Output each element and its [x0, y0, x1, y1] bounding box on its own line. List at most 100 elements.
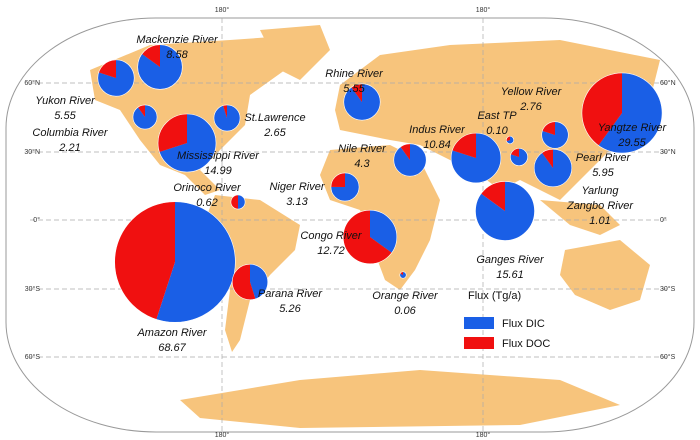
lat-label: 60°S	[660, 353, 676, 361]
pie-size	[330, 172, 360, 202]
river-name: Yarlung	[581, 185, 619, 197]
flux-label: 0.10	[486, 125, 508, 137]
flux-label: 0.62	[196, 197, 217, 209]
pie-size	[475, 181, 535, 241]
river-name: Orange River	[372, 290, 439, 302]
flux-label: 29.55	[617, 137, 646, 149]
australia	[560, 240, 650, 310]
pie-doc	[230, 194, 238, 210]
pie-doc	[114, 201, 175, 320]
flux-label: 5.26	[279, 303, 301, 315]
river-name: East TP	[477, 110, 517, 122]
pie-dic	[393, 143, 427, 177]
pie-size	[342, 209, 398, 265]
river-name: Nile River	[338, 143, 387, 155]
river-name: Mississippi River	[177, 150, 260, 162]
flux-label: 5.55	[343, 83, 365, 95]
lat-label: 60°N	[660, 79, 676, 87]
pie-doc	[542, 121, 555, 135]
lon-label: 180°	[476, 6, 491, 14]
river-name: Pearl River	[576, 152, 632, 164]
river-name: Rhine River	[325, 68, 384, 80]
pie-doc	[98, 59, 116, 78]
pie-size	[505, 135, 515, 145]
flux-label: 8.58	[166, 49, 188, 61]
river-pies: Mackenzie River 8.58 Yukon River 5.55 Columb…	[32, 34, 667, 354]
pie-doc	[581, 72, 622, 146]
lon-label: 180°	[215, 431, 230, 439]
pie-size	[231, 263, 269, 301]
pie-size	[137, 44, 183, 90]
pie-dic	[506, 136, 514, 144]
lat-label: 30°N	[24, 148, 40, 156]
flux-label: 2.76	[519, 101, 542, 113]
pie-size	[450, 132, 502, 184]
pie-dic	[238, 194, 246, 210]
legend-label: Flux DOC	[502, 338, 550, 350]
pie-dic	[213, 104, 241, 132]
pie-doc	[542, 149, 553, 168]
river-name: Yangtze River	[598, 122, 668, 134]
pie-doc	[481, 181, 505, 211]
pie-size	[510, 148, 528, 166]
greenland	[260, 25, 330, 80]
legend-title: Flux (Tg/a)	[468, 290, 521, 302]
river-name: Yellow River	[501, 86, 563, 98]
legend-label: Flux DIC	[502, 318, 545, 330]
lat-label: 60°N	[24, 79, 40, 87]
lat-label: 30°N	[660, 148, 676, 156]
river-name: Zangbo River	[566, 200, 634, 212]
flux-label: 5.55	[54, 110, 76, 122]
antarctica	[180, 370, 620, 428]
pie-size	[581, 72, 663, 154]
lat-label: 30°S	[660, 285, 676, 293]
lat-label: 60°S	[25, 353, 41, 361]
river-name: Orinoco River	[173, 182, 242, 194]
legend-swatch	[464, 317, 494, 329]
pie-doc	[141, 44, 160, 67]
flux-label: 4.3	[354, 158, 370, 170]
flux-label: 0.06	[394, 305, 416, 317]
river-name: Niger River	[269, 181, 325, 193]
flux-label: 15.61	[496, 269, 524, 281]
eurasia	[335, 40, 660, 200]
flux-label: 14.99	[204, 165, 232, 177]
pie-doc	[400, 143, 410, 160]
pie-dic	[250, 264, 268, 299]
legend: Flux (Tg/a) Flux DIC Flux DOC	[464, 290, 550, 350]
pie-size	[393, 143, 427, 177]
pie-size	[230, 194, 246, 210]
pie-size	[97, 59, 135, 97]
river-name: Parana River	[258, 288, 324, 300]
lat-label: 0°	[660, 216, 667, 224]
pie-size	[132, 104, 158, 130]
flux-label: 2.21	[58, 142, 80, 154]
pie-size	[399, 271, 407, 279]
pie-size	[157, 113, 217, 173]
pie-doc	[506, 136, 510, 142]
river-name: Columbia River	[32, 127, 109, 139]
river-name: Mackenzie River	[136, 34, 219, 46]
river-name: Yukon River	[35, 95, 96, 107]
lat-label: 0°	[33, 216, 40, 224]
river-name: St.Lawrence	[244, 112, 305, 124]
pie-doc	[158, 114, 187, 152]
pie-doc	[223, 104, 227, 118]
lon-label: 180°	[476, 431, 491, 439]
pie-size	[533, 148, 573, 188]
southeast-asia-islands	[540, 200, 620, 235]
pie-dic	[156, 201, 236, 323]
legend-swatch	[464, 337, 494, 349]
pie-doc	[452, 133, 476, 158]
pie-doc	[137, 104, 145, 117]
pie-size	[541, 121, 569, 149]
pie-dic	[330, 172, 360, 202]
flux-label: 2.65	[263, 127, 286, 139]
pie-size	[213, 104, 241, 132]
flux-label: 10.84	[423, 139, 451, 151]
river-name: Congo River	[300, 230, 362, 242]
pie-size	[343, 83, 381, 121]
flux-label: 68.67	[158, 342, 186, 354]
pie-doc	[351, 83, 362, 102]
